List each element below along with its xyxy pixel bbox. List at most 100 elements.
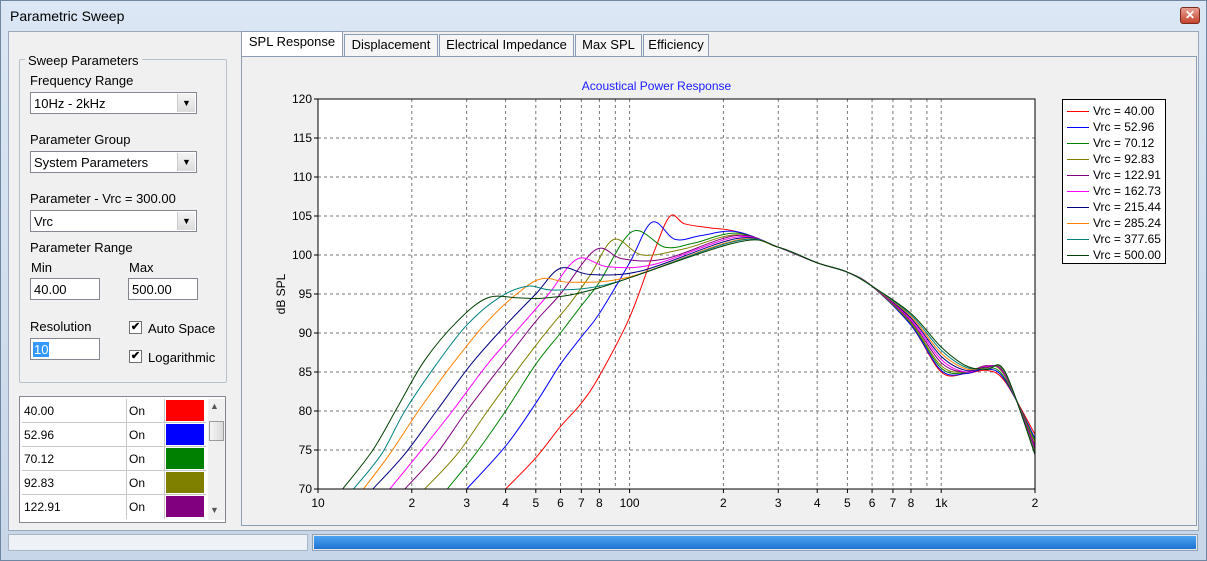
legend-line-swatch: [1067, 175, 1089, 176]
y-tick-label: 110: [293, 170, 312, 184]
sweep-parameters-title: Sweep Parameters: [25, 53, 142, 68]
y-tick-label: 75: [299, 443, 313, 457]
list-item-value: 70.12: [24, 452, 55, 466]
y-tick-label: 95: [299, 287, 313, 301]
tab-spl-response[interactable]: SPL Response: [241, 31, 343, 56]
list-item-color-swatch[interactable]: [166, 496, 204, 517]
legend-line-swatch: [1067, 191, 1089, 192]
x-tick-label: 5: [532, 496, 539, 510]
tab-electrical-impedance[interactable]: Electrical Impedance: [439, 34, 574, 56]
series-line-3: [446, 230, 1035, 489]
parameter-group-value: System Parameters: [34, 155, 149, 170]
list-item-color-swatch[interactable]: [166, 472, 204, 493]
resolution-label: Resolution: [30, 319, 92, 334]
plot-area: [318, 99, 1035, 489]
chart-title: Acoustical Power Response: [582, 79, 732, 93]
x-tick-label: 2: [408, 496, 415, 510]
list-item-value: 92.83: [24, 476, 55, 490]
frequency-range-value: 10Hz - 2kHz: [34, 96, 106, 111]
y-tick-label: 85: [299, 365, 313, 379]
x-tick-label: 6: [557, 496, 564, 510]
frequency-range-select[interactable]: 10Hz - 2kHz ▼: [30, 92, 197, 114]
legend-line-swatch: [1067, 159, 1089, 160]
x-tick-label: 2: [1032, 496, 1039, 510]
x-tick-label: 5: [844, 496, 851, 510]
max-label: Max: [129, 260, 154, 275]
auto-space-label: Auto Space: [148, 321, 216, 336]
legend-label: Vrc = 70.12: [1093, 136, 1155, 150]
min-input[interactable]: 40.00: [30, 278, 100, 300]
window-title: Parametric Sweep: [10, 8, 125, 24]
list-item[interactable]: 70.12 On: [22, 447, 206, 471]
legend-label: Vrc = 92.83: [1093, 152, 1155, 166]
y-tick-label: 80: [299, 404, 313, 418]
checkmark-icon: ✔: [130, 321, 141, 333]
min-label: Min: [31, 260, 52, 275]
x-tick-label: 100: [620, 496, 640, 510]
max-value: 500.00: [132, 282, 172, 297]
legend-line-swatch: [1067, 207, 1089, 208]
list-item-state: On: [129, 404, 146, 418]
legend-label: Vrc = 500.00: [1093, 248, 1161, 262]
tab-displacement[interactable]: Displacement: [344, 34, 438, 56]
y-tick-label: 105: [292, 209, 312, 223]
x-tick-label: 2: [720, 496, 727, 510]
auto-space-checkbox[interactable]: ✔: [129, 321, 142, 334]
series-line-10: [342, 239, 1035, 489]
parameter-value: Vrc: [34, 214, 54, 229]
resolution-value: 10: [33, 342, 50, 357]
x-tick-label: 3: [775, 496, 782, 510]
max-input[interactable]: 500.00: [128, 278, 198, 300]
list-item[interactable]: 52.96 On: [22, 423, 206, 447]
series-line-9: [353, 238, 1035, 489]
legend-label: Vrc = 285.24: [1093, 216, 1161, 230]
legend-label: Vrc = 162.73: [1093, 184, 1161, 198]
list-item[interactable]: 122.91 On: [22, 495, 206, 519]
list-item-color-swatch[interactable]: [166, 448, 204, 469]
list-item[interactable]: 92.83 On: [22, 471, 206, 495]
legend-line-swatch: [1067, 239, 1089, 240]
tab-max-spl[interactable]: Max SPL: [575, 34, 642, 56]
series-line-2: [466, 221, 1035, 489]
chevron-down-icon[interactable]: ▼: [177, 153, 195, 171]
list-item-color-swatch[interactable]: [166, 424, 204, 445]
legend-label: Vrc = 377.65: [1093, 232, 1161, 246]
y-tick-label: 90: [299, 326, 313, 340]
title-bar[interactable]: Parametric Sweep ✕: [1, 1, 1206, 31]
legend-line-swatch: [1067, 255, 1089, 256]
frequency-range-label: Frequency Range: [30, 73, 134, 88]
list-scrollbar[interactable]: ▲ ▼: [208, 399, 225, 520]
list-item-state: On: [129, 500, 146, 514]
legend-label: Vrc = 122.91: [1093, 168, 1161, 182]
parameter-label: Parameter - Vrc = 300.00: [30, 191, 176, 206]
parameter-select[interactable]: Vrc ▼: [30, 210, 197, 232]
y-axis-label: dB SPL: [274, 273, 288, 314]
scroll-thumb[interactable]: [209, 421, 224, 441]
x-tick-label: 10: [311, 496, 325, 510]
list-item-state: On: [129, 452, 146, 466]
close-button[interactable]: ✕: [1180, 7, 1200, 24]
list-item-state: On: [129, 428, 146, 442]
list-item[interactable]: 40.00 On: [22, 399, 206, 423]
scroll-up-icon[interactable]: ▲: [210, 401, 219, 411]
chevron-down-icon[interactable]: ▼: [177, 212, 195, 230]
status-bar: [8, 534, 308, 551]
x-tick-label: 4: [814, 496, 821, 510]
tab-efficiency[interactable]: Efficiency: [643, 34, 709, 56]
sweep-values-list[interactable]: 40.00 On 52.96 On 70.12 On 92.83 On 122.…: [19, 396, 226, 523]
list-item-color-swatch[interactable]: [166, 400, 204, 421]
resolution-input[interactable]: 10: [30, 338, 100, 360]
list-item-value: 122.91: [24, 500, 61, 514]
logarithmic-checkbox[interactable]: ✔: [129, 350, 142, 363]
x-tick-label: 3: [463, 496, 470, 510]
x-tick-label: 8: [908, 496, 915, 510]
y-tick-label: 70: [299, 482, 313, 496]
close-icon: ✕: [1184, 8, 1196, 22]
chevron-down-icon[interactable]: ▼: [177, 94, 195, 112]
min-value: 40.00: [34, 282, 67, 297]
checkmark-icon: ✔: [130, 350, 141, 362]
legend-line-swatch: [1067, 143, 1089, 144]
parameter-group-select[interactable]: System Parameters ▼: [30, 151, 197, 173]
scroll-down-icon[interactable]: ▼: [210, 505, 219, 515]
